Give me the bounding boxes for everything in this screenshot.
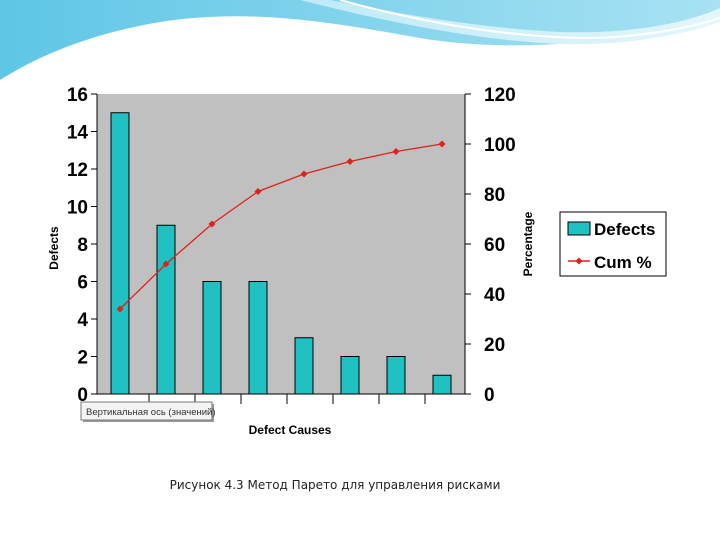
left-axis-ticks: 0 2 4 6 8 10 12 14 16 — [67, 85, 97, 406]
defects-bar — [386, 356, 406, 395]
defects-bar — [248, 281, 268, 395]
defects-bar — [156, 224, 176, 395]
cum-percent-polyline — [119, 143, 443, 310]
legend: Defects Cum % — [559, 211, 667, 277]
cum-percent-point — [162, 260, 170, 268]
right-tick-label: 20 — [484, 335, 505, 356]
right-axis-title: Percentage — [521, 211, 535, 276]
left-tick-label: 6 — [77, 273, 88, 294]
cum-percent-point — [116, 305, 124, 313]
legend-cum-label: Cum % — [594, 253, 652, 272]
left-tick-label: 12 — [67, 160, 88, 181]
right-axis-ticks: 0 20 40 60 80 100 120 — [465, 85, 516, 406]
right-tick-label: 60 — [484, 235, 505, 256]
defects-bar — [340, 356, 360, 395]
legend-defects-label: Defects — [594, 220, 655, 239]
left-tick-label: 8 — [77, 235, 88, 256]
right-tick-label: 120 — [484, 85, 516, 106]
cum-percent-point — [300, 170, 308, 178]
defects-bar — [110, 112, 130, 395]
x-axis-title: Defect Causes — [249, 423, 332, 437]
right-tick-label: 80 — [484, 185, 505, 206]
left-axis-title: Defects — [47, 226, 61, 270]
right-tick-label: 40 — [484, 285, 505, 306]
cum-percent-point — [208, 220, 216, 228]
legend-cum-marker — [575, 257, 583, 265]
cum-percent-point — [392, 148, 400, 155]
left-tick-label: 4 — [77, 310, 88, 331]
cum-percent-point — [346, 158, 354, 165]
figure-caption: Рисунок 4.3 Метод Парето для управления … — [169, 478, 501, 492]
defects-bar — [202, 281, 222, 395]
header-wave-decoration — [0, 0, 720, 80]
legend-defects-swatch — [567, 221, 591, 236]
tooltip-text: Вертикальная ось (значений) — [86, 407, 216, 418]
cum-percent-point — [438, 140, 446, 148]
left-tick-label: 2 — [77, 348, 88, 369]
cum-percent-line — [116, 140, 446, 313]
cum-percent-point — [254, 188, 262, 195]
tooltip-box — [80, 401, 213, 421]
legend-cum-marker-diamond — [575, 257, 583, 265]
defects-bars — [110, 112, 452, 395]
left-tick-label: 14 — [67, 123, 89, 144]
right-tick-label: 0 — [484, 385, 495, 406]
plot-area — [97, 94, 465, 394]
defects-bar — [294, 337, 314, 395]
axis-tooltip: Вертикальная ось (значений) — [80, 401, 216, 422]
left-tick-label: 16 — [67, 85, 88, 106]
defects-bar — [432, 374, 452, 395]
left-tick-label: 10 — [67, 198, 88, 219]
right-tick-label: 100 — [484, 135, 516, 156]
left-tick-label: 0 — [77, 385, 88, 406]
